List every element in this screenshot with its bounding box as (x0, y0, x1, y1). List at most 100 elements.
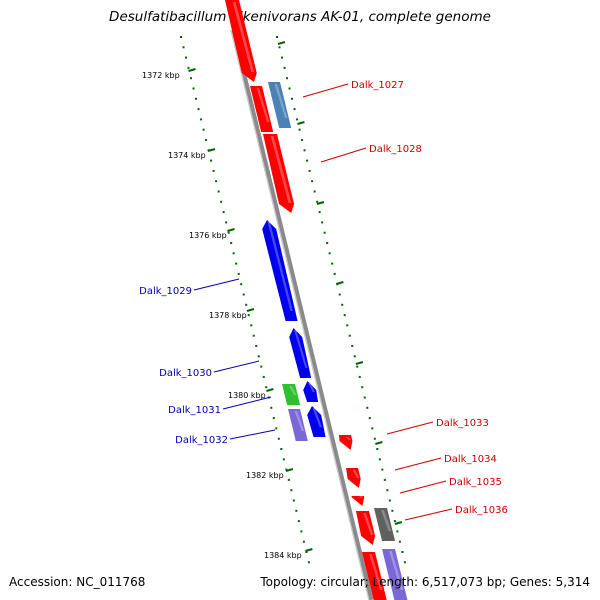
gene-feature[interactable] (262, 220, 298, 321)
scale-dot (270, 406, 273, 409)
scale-dot (240, 283, 243, 286)
label-leader-line (386, 421, 434, 435)
scale-dot (307, 561, 310, 564)
gene-label[interactable]: Dalk_1033 (436, 418, 489, 429)
gene-shading (308, 383, 316, 392)
scale-dot (391, 509, 394, 512)
scale-dot (295, 509, 298, 512)
scale-dot (351, 345, 354, 347)
scale-dot (192, 87, 195, 90)
scale-dot (403, 561, 406, 564)
scale-major-tick (277, 41, 286, 45)
scale-dot (260, 365, 263, 368)
scale-dot (187, 66, 190, 69)
scale-dot (232, 252, 235, 255)
scale-major-tick (207, 148, 216, 152)
scale-dot (356, 365, 359, 368)
gene-label[interactable]: Dalk_1027 (351, 80, 404, 91)
scale-dot (275, 427, 278, 430)
scale-dot (341, 303, 344, 306)
gene-feature[interactable] (307, 406, 326, 437)
gene-shading (294, 411, 305, 431)
scale-major-tick (375, 441, 383, 445)
gene-feature[interactable] (339, 435, 353, 450)
scale-dot (361, 386, 364, 389)
gene-label[interactable]: Dalk_1028 (369, 144, 422, 155)
gene-shading (289, 386, 297, 395)
gene-feature[interactable] (356, 511, 376, 545)
scale-dot (338, 293, 341, 296)
scale-dot (262, 375, 265, 378)
scale-dot (331, 262, 334, 265)
scale-dot (212, 169, 215, 172)
scale-tick-label: 1376 kbp (189, 231, 227, 240)
scale-dot (265, 386, 268, 389)
gene-label[interactable]: Dalk_1031 (168, 405, 221, 416)
scale-dot (277, 437, 280, 440)
gene-label[interactable]: Dalk_1032 (175, 435, 228, 446)
gene-feature[interactable] (346, 468, 361, 488)
scale-dot (288, 87, 291, 90)
gene-feature[interactable] (282, 384, 301, 405)
gene-feature[interactable] (288, 409, 308, 441)
scale-dot (185, 56, 188, 59)
label-leader-line (213, 360, 260, 373)
gene-feature[interactable] (263, 134, 295, 213)
scale-dot (245, 303, 248, 306)
scale-dot (333, 272, 336, 275)
gene-feature[interactable] (250, 86, 274, 132)
scale-dot (190, 77, 193, 80)
scale-major-tick (316, 201, 325, 205)
gene-label[interactable]: Dalk_1036 (455, 505, 508, 516)
gene-feature[interactable] (303, 381, 319, 402)
label-leader-line (394, 457, 442, 471)
gene-label[interactable]: Dalk_1035 (449, 477, 502, 488)
scale-dot (247, 314, 250, 317)
gene-label[interactable]: Dalk_1029 (139, 286, 192, 297)
scale-dot (242, 293, 245, 296)
gene-label[interactable]: Dalk_1030 (159, 368, 212, 379)
gene-feature[interactable] (225, 0, 257, 82)
map-title: Desulfatibacillum alkenivorans AK-01, co… (109, 9, 491, 25)
scale-dot (318, 211, 321, 214)
scale-dot (321, 221, 324, 224)
scale-dot (272, 417, 275, 420)
gene-label[interactable]: Dalk_1034 (444, 454, 497, 465)
scale-tick-label: 1372 kbp (142, 71, 180, 80)
scale-dot (371, 427, 374, 430)
scale-dot (358, 375, 361, 378)
scale-dot (328, 252, 331, 255)
scale-dot (305, 551, 308, 553)
gene-feature[interactable] (374, 508, 396, 541)
gene-feature[interactable] (289, 328, 312, 378)
scale-dot (292, 499, 295, 502)
scale-dot (363, 396, 366, 399)
scale-dot (297, 520, 300, 523)
scale-tick-label: 1384 kbp (264, 551, 302, 560)
gene-feature[interactable] (351, 496, 365, 506)
gene-features (225, 0, 408, 600)
scale-tick-label: 1382 kbp (246, 471, 284, 480)
scale-major-tick (227, 228, 235, 232)
scale-dot (368, 417, 371, 420)
scale-dot (348, 334, 351, 337)
scale-dot (205, 139, 208, 141)
gene-feature[interactable] (268, 82, 292, 128)
scale-dot (378, 458, 381, 461)
gene-shading (270, 136, 292, 203)
scale-dot (235, 262, 238, 265)
scale-major-tick (266, 388, 274, 392)
scale-dot (373, 437, 376, 440)
scale-major-tick (188, 68, 196, 72)
gene-feature[interactable] (362, 552, 387, 600)
gene-feature[interactable] (382, 549, 408, 600)
scale-dot (300, 530, 303, 533)
scale-dot (285, 468, 288, 471)
scale-dot (250, 324, 253, 327)
label-leader-line (320, 147, 367, 163)
accession-text: Accession: NC_011768 (9, 575, 146, 589)
label-leader-line (404, 508, 453, 521)
scale-dot (220, 200, 223, 203)
gene-shading (294, 330, 308, 368)
gene-shading (345, 437, 352, 440)
